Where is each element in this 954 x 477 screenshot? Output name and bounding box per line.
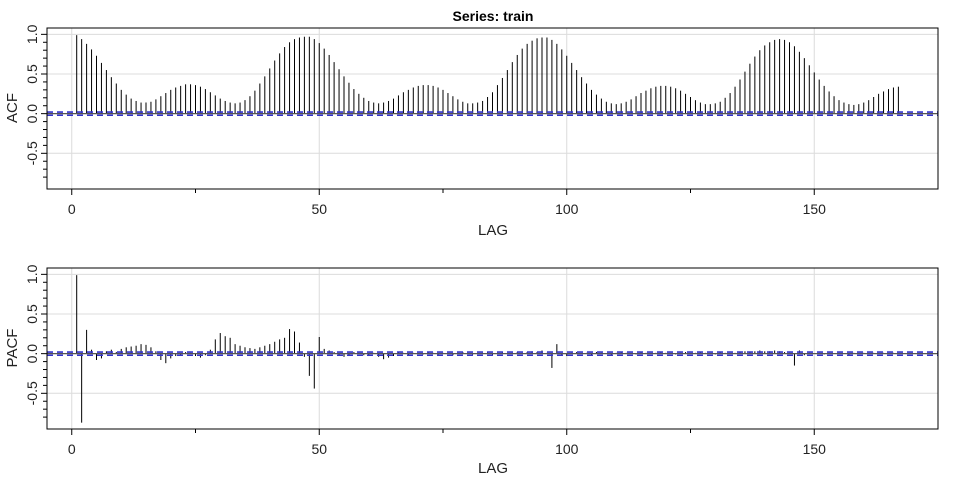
pacf-panel: 0 50 100 150 -0.5 0.0 0.5 1.0 LAG PACF (4, 264, 939, 477)
acf-x-tick-label: 100 (555, 201, 579, 217)
pacf-x-tick-label: 100 (555, 441, 579, 457)
pacf-y-tick-label: 0.0 (24, 344, 40, 364)
acf-y-tick-label: 0.0 (24, 104, 40, 124)
acf-x-tick-label: 0 (68, 201, 76, 217)
acf-plot-frame (46, 27, 939, 190)
pacf-x-axis-title: LAG (478, 460, 508, 477)
acf-y-tick-label: 0.5 (24, 64, 40, 84)
pacf-y-tick-label: 1.0 (24, 264, 40, 284)
pacf-y-tick-label: -0.5 (24, 381, 40, 405)
acf-panel: 0 50 100 150 -0.5 0.0 0.5 1.0 LAG ACF (4, 24, 939, 239)
acf-title: Series: train (453, 8, 534, 24)
pacf-x-tick-label: 0 (68, 441, 76, 457)
acf-y-tick-label: 1.0 (24, 24, 40, 44)
acf-x-tick-label: 150 (803, 201, 827, 217)
pacf-bounds (47, 351, 938, 357)
acf-bounds (47, 111, 938, 117)
acf-y-axis: -0.5 0.0 0.5 1.0 (24, 24, 47, 178)
acf-x-axis: 0 50 100 150 (68, 189, 826, 217)
pacf-y-axis: -0.5 0.0 0.5 1.0 (24, 264, 47, 418)
pacf-plot-frame (46, 267, 939, 430)
acf-y-tick-label: -0.5 (24, 141, 40, 165)
pacf-y-axis-title: PACF (4, 329, 21, 368)
acf-x-axis-title: LAG (478, 222, 508, 239)
pacf-x-axis: 0 50 100 150 (68, 429, 826, 457)
acf-x-tick-label: 50 (311, 201, 327, 217)
pacf-y-tick-label: 0.5 (24, 304, 40, 324)
pacf-x-tick-label: 150 (803, 441, 827, 457)
acf-y-axis-title: ACF (4, 93, 21, 123)
pacf-x-tick-label: 50 (311, 441, 327, 457)
